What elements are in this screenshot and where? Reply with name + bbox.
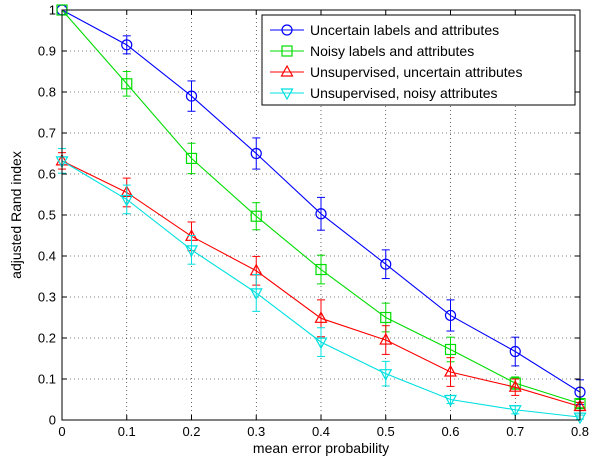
legend-entry: Unsupervised, uncertain attributes — [270, 64, 522, 80]
series-1 — [56, 4, 586, 405]
legend-marker — [281, 45, 293, 57]
data-point — [315, 208, 327, 220]
legend: Uncertain labels and attributes Noisy lab… — [261, 14, 576, 106]
x-tick-label: 0.7 — [506, 424, 524, 439]
error-bar — [252, 137, 261, 170]
y-tick-label: 0.5 — [38, 208, 56, 223]
error-bar — [252, 202, 261, 231]
data-point — [443, 394, 458, 407]
legend-box — [261, 14, 576, 106]
data-point — [250, 210, 262, 222]
error-bar — [381, 249, 390, 280]
x-axis-label: mean error probability — [253, 440, 389, 456]
y-tick-label: 0.8 — [38, 85, 56, 100]
data-point — [250, 147, 262, 160]
error-bar — [446, 357, 455, 387]
x-tick-label: 0.3 — [247, 424, 265, 439]
data-point — [444, 309, 457, 322]
series-4 — [55, 148, 587, 425]
y-tick-label: 0.3 — [38, 290, 56, 305]
data-point — [443, 364, 458, 377]
data-point — [185, 90, 198, 102]
error-bar — [381, 360, 390, 387]
error-bar — [252, 273, 261, 312]
error-bar — [122, 71, 131, 97]
data-point — [444, 343, 457, 356]
legend-label: Noisy labels and attributes — [310, 43, 474, 59]
legend-marker — [281, 24, 293, 36]
data-point — [249, 288, 263, 301]
x-tick-label: 0.4 — [312, 424, 330, 439]
y-tick-label: 0.1 — [38, 372, 56, 387]
error-bar — [446, 299, 455, 332]
data-point — [121, 78, 133, 90]
error-bar — [317, 196, 325, 231]
error-bar — [381, 325, 390, 355]
data-point — [315, 263, 327, 276]
data-point — [314, 337, 328, 350]
series-layer — [55, 4, 587, 425]
error-bar — [317, 254, 325, 285]
error-bar — [122, 184, 131, 215]
data-point — [508, 405, 522, 417]
data-point — [508, 379, 522, 392]
data-point — [184, 245, 199, 258]
data-point — [380, 311, 392, 324]
x-tick-label: 0.6 — [441, 424, 459, 439]
legend-label: Uncertain labels and attributes — [310, 22, 499, 38]
y-tick-label: 0.2 — [38, 331, 56, 346]
y-tick-label: 0.6 — [38, 167, 56, 182]
y-tick-label: 0 — [49, 413, 56, 428]
data-point — [509, 345, 521, 358]
legend-label: Unsupervised, noisy attributes — [310, 85, 498, 101]
error-bar — [187, 235, 196, 265]
y-tick-label: 0.7 — [38, 126, 56, 141]
data-point — [380, 258, 392, 270]
legend-entry: Unsupervised, noisy attributes — [270, 85, 498, 101]
legend-label: Unsupervised, uncertain attributes — [310, 64, 522, 80]
y-tick-label: 1 — [49, 3, 56, 18]
error-bar — [187, 142, 196, 175]
y-tick-label: 0.4 — [38, 249, 56, 264]
error-bar — [122, 35, 131, 55]
x-tick-label: 0 — [58, 424, 65, 439]
error-bar — [187, 80, 196, 112]
x-tick-label: 0.2 — [182, 424, 200, 439]
y-axis-label: adjusted Rand index — [8, 151, 24, 279]
data-point — [185, 152, 198, 165]
error-bar — [317, 327, 325, 357]
axis-ticks: 0 0.1 0.2 0.3 0.4 0.5 0.6 0.7 0.8 0 0.1 0.2 0.3 0.4 0.… — [38, 3, 589, 440]
data-point — [314, 311, 328, 323]
x-tick-label: 0.1 — [118, 424, 136, 439]
y-tick-label: 0.9 — [38, 44, 56, 59]
error-bar — [511, 336, 520, 367]
data-point — [121, 39, 133, 51]
x-tick-label: 0.5 — [377, 424, 395, 439]
legend-marker — [280, 88, 294, 101]
legend-entry: Uncertain labels and attributes — [270, 22, 499, 38]
x-tick-label: 0.8 — [571, 424, 589, 439]
legend-entry: Noisy labels and attributes — [270, 43, 474, 59]
data-point — [379, 369, 393, 381]
legend-marker — [280, 64, 294, 77]
data-point — [379, 332, 393, 345]
data-point — [120, 194, 134, 207]
